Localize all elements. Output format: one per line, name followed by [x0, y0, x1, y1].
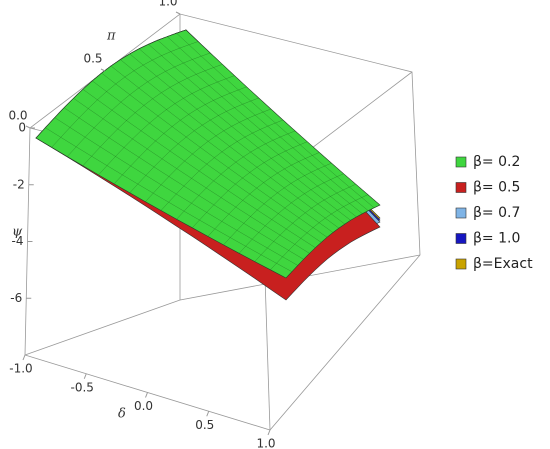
x-tick	[267, 429, 271, 436]
legend-swatch	[455, 207, 467, 219]
x-tick-label: -0.5	[71, 380, 94, 394]
legend-label: β= 0.7	[473, 205, 520, 221]
y-axis-label: π	[106, 29, 116, 44]
legend-swatch	[455, 233, 467, 244]
mesh-line	[92, 80, 322, 243]
y-tick-label: 0.0	[8, 109, 27, 123]
z-tick-label: -2	[13, 177, 25, 191]
mesh-line	[35, 137, 287, 279]
mesh-line	[63, 107, 304, 260]
legend-label: β= 0.2	[473, 154, 520, 170]
y-tick-label: 1.0	[158, 0, 177, 9]
y-tick	[100, 68, 106, 72]
mesh-line	[148, 44, 357, 218]
x-tick	[83, 373, 87, 379]
mesh-line	[120, 59, 340, 229]
mesh-line	[54, 117, 298, 266]
x-tick-label: 1.0	[256, 437, 275, 449]
legend-label: β= 1.0	[473, 231, 520, 247]
y-tick	[175, 11, 181, 15]
z-tick-label: -4	[12, 234, 24, 248]
z-tick-label: 0	[18, 121, 26, 135]
x-tick	[22, 354, 26, 361]
x-tick-label: 0.0	[134, 399, 153, 413]
legend-swatch	[455, 156, 467, 168]
legend-swatch	[455, 182, 467, 193]
legend-label: β=Exact	[473, 256, 533, 272]
x-tick-label: -1.0	[9, 362, 32, 376]
x-axis-label: δ	[118, 407, 126, 422]
mesh-line	[167, 36, 369, 211]
mesh-line	[73, 98, 310, 254]
mesh-line	[45, 127, 292, 272]
x-tick	[145, 392, 148, 398]
mesh-line	[185, 29, 381, 206]
z-tick-label: -6	[10, 291, 22, 305]
x-tick	[206, 411, 210, 417]
mesh-line	[82, 89, 316, 248]
mesh-line	[138, 48, 351, 221]
mesh-line	[129, 53, 345, 225]
mesh-line	[110, 65, 334, 233]
mesh-line	[176, 33, 375, 208]
box-edge	[24, 299, 181, 356]
y-tick-label: 0.5	[83, 52, 102, 66]
legend-label: β= 0.5	[473, 180, 520, 196]
mesh-line	[101, 72, 328, 238]
y-tick	[25, 125, 31, 129]
x-tick-label: 0.5	[195, 418, 214, 432]
mesh-line	[157, 40, 363, 214]
surfaces	[35, 29, 381, 301]
legend-swatch	[455, 258, 467, 270]
z-axis-label: ψ	[12, 225, 23, 240]
